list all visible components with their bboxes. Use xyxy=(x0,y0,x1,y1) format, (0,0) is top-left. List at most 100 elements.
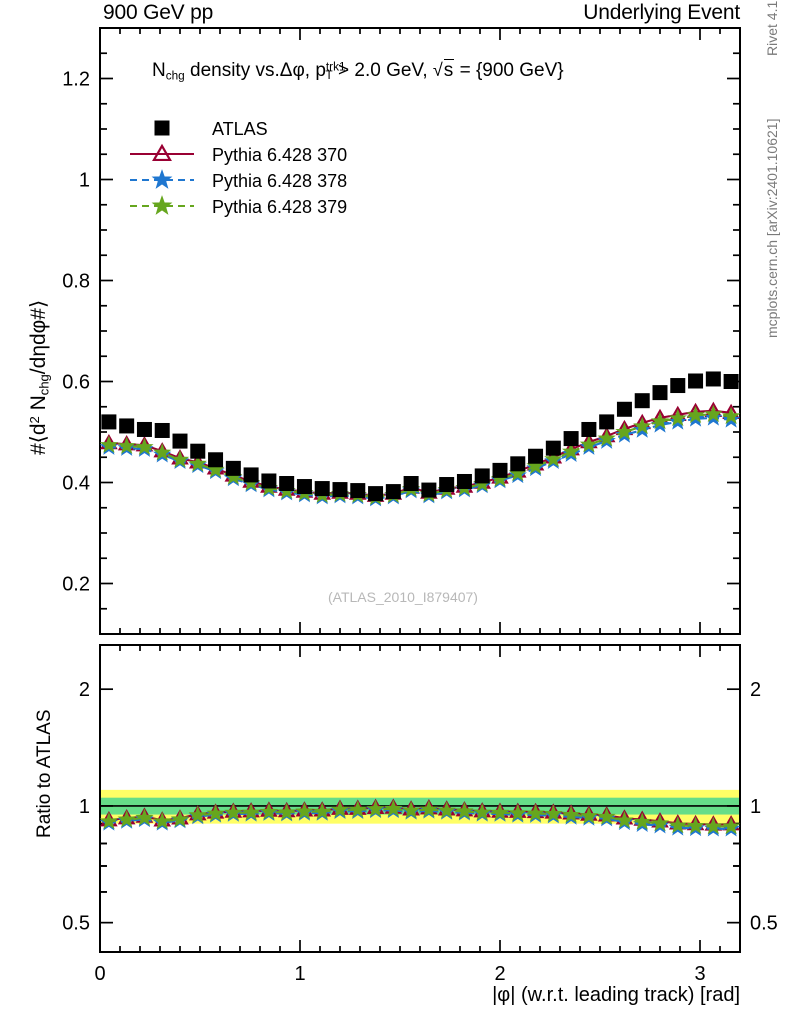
marker-square xyxy=(581,421,597,437)
marker-square xyxy=(279,476,295,492)
marker-triangle xyxy=(152,143,172,162)
legend-entry-1[interactable]: Pythia 6.428 370 xyxy=(130,143,347,165)
marker-square xyxy=(136,421,152,437)
x-tick-label: 3 xyxy=(694,963,705,985)
legend-label: Pythia 6.428 370 xyxy=(212,145,347,165)
marker-star xyxy=(473,803,492,821)
marker-square xyxy=(652,385,668,401)
legend-entry-2[interactable]: Pythia 6.428 378 xyxy=(130,169,347,191)
marker-square xyxy=(563,431,579,447)
marker-square xyxy=(208,452,224,468)
marker-star xyxy=(366,799,385,817)
main-y-tick-label: 1.2 xyxy=(62,69,90,91)
marker-star xyxy=(544,804,563,822)
header-left: 900 GeV pp xyxy=(103,1,214,24)
marker-square xyxy=(474,468,490,484)
marker-star xyxy=(295,801,314,820)
marker-star xyxy=(668,408,687,427)
xlabel-phi: |φ| xyxy=(492,984,516,1006)
marker-square xyxy=(403,476,419,492)
marker-star xyxy=(135,437,154,455)
title-n: N xyxy=(152,60,166,81)
analysis-watermark: (ATLAS_2010_I879407) xyxy=(328,589,478,605)
marker-square xyxy=(368,486,384,502)
ratio-y-tick-label: 0.5 xyxy=(62,913,90,935)
marker-square xyxy=(545,440,561,456)
marker-star xyxy=(633,416,652,435)
marker-square xyxy=(332,482,348,498)
marker-square xyxy=(634,393,650,409)
x-tick-label: 0 xyxy=(94,963,105,985)
marker-star xyxy=(526,803,545,822)
marker-square xyxy=(119,418,135,434)
marker-star xyxy=(384,799,403,817)
marker-square xyxy=(528,448,544,464)
marker-star xyxy=(615,422,634,440)
marker-star xyxy=(561,442,581,460)
title-T: T xyxy=(325,69,333,83)
marker-star xyxy=(170,450,190,468)
header-right: Underlying Event xyxy=(583,1,740,24)
marker-square xyxy=(492,462,508,478)
marker-square xyxy=(688,373,704,389)
marker-star xyxy=(99,811,119,830)
marker-square xyxy=(172,433,188,449)
marker-square xyxy=(261,473,277,489)
x-tick-label: 1 xyxy=(294,963,305,985)
marker-star xyxy=(99,435,119,453)
marker-square xyxy=(243,467,259,483)
marker-star xyxy=(508,803,527,822)
legend-label: Pythia 6.428 379 xyxy=(212,197,347,217)
marker-star xyxy=(206,460,225,478)
marker-star xyxy=(117,436,136,454)
main-y-tick-label: 1 xyxy=(79,170,90,192)
x-axis-label: |φ| (w.r.t. leading track) [rad] xyxy=(492,984,740,1007)
marker-star xyxy=(151,195,173,215)
main-y-tick-label: 0.4 xyxy=(62,473,90,495)
title-chg: chg xyxy=(165,69,185,83)
marker-star xyxy=(224,803,243,821)
marker-star xyxy=(721,816,741,835)
main-y-tick-label: 0.2 xyxy=(62,574,90,596)
ratio-y-tick-label-right: 0.5 xyxy=(750,913,778,935)
marker-square xyxy=(616,401,632,417)
marker-star xyxy=(277,802,296,821)
marker-square xyxy=(439,477,455,493)
marker-star xyxy=(135,808,154,826)
marker-star xyxy=(544,449,563,468)
marker-square xyxy=(154,422,170,438)
main-panel-frame xyxy=(99,27,741,635)
marker-star xyxy=(668,815,687,834)
marker-star xyxy=(721,406,741,425)
series-atlas xyxy=(101,371,739,502)
marker-star xyxy=(579,435,599,453)
marker-star xyxy=(704,404,723,423)
marker-star xyxy=(313,802,332,820)
marker-star xyxy=(526,456,545,475)
title-sqrt-s: s xyxy=(443,59,455,81)
title-gt: > 2.0 GeV, xyxy=(332,60,433,81)
plot-title: Nchg density vs.Δφ, ptrk1T > 2.0 GeV, √s… xyxy=(152,59,564,83)
marker-star xyxy=(437,801,456,819)
marker-square xyxy=(314,481,330,497)
ratio-y-tick-label: 1 xyxy=(79,796,90,818)
marker-square xyxy=(670,378,686,394)
marker-square xyxy=(190,443,206,459)
title-eq: = {900 GeV} xyxy=(454,60,564,81)
marker-star xyxy=(615,810,634,829)
marker-square xyxy=(154,120,170,136)
marker-star xyxy=(188,805,207,824)
main-y-tick-label: 0.6 xyxy=(62,372,90,394)
marker-star xyxy=(490,803,510,821)
legend-entry-0[interactable]: ATLAS xyxy=(154,119,268,139)
marker-square xyxy=(723,374,739,389)
marker-square xyxy=(456,473,472,489)
ratio-y-tick-label-right: 2 xyxy=(750,679,761,701)
series-pythia-6-428-379 xyxy=(99,799,741,835)
legend-entry-3[interactable]: Pythia 6.428 379 xyxy=(130,195,347,217)
marker-star xyxy=(650,411,670,430)
marker-star xyxy=(241,803,261,821)
marker-star xyxy=(206,804,225,822)
marker-star xyxy=(686,816,705,834)
